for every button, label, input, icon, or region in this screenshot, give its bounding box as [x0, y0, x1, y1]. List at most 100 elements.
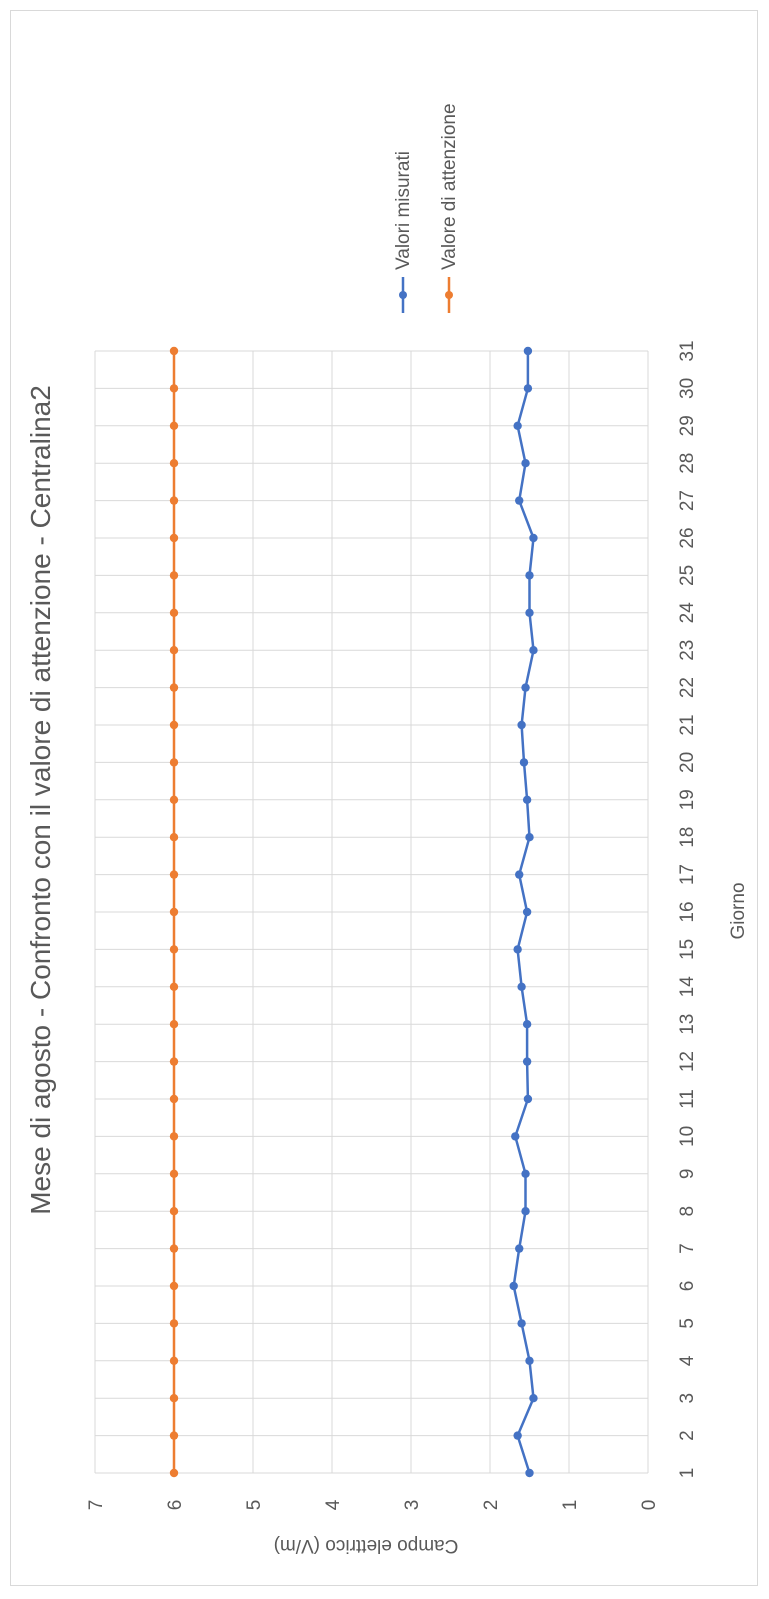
series-0-point: [525, 608, 534, 617]
series-1-point: [169, 533, 179, 543]
series-group: [169, 346, 538, 1478]
series-0-point: [529, 533, 538, 543]
series-1-point: [169, 1094, 179, 1104]
series-1-point: [169, 907, 179, 917]
series-0-point: [517, 720, 526, 730]
series-1-point: [169, 1169, 179, 1179]
value-tick-label: 7: [86, 1500, 107, 1511]
legend-label-measured: Valori misurati: [393, 151, 414, 270]
category-tick-label: 8: [677, 1206, 698, 1217]
y-tick-labels: 0 1 2 3 4 5 6 7: [86, 1499, 660, 1510]
category-tick-label: 30: [677, 378, 698, 399]
series-0-point: [522, 1019, 532, 1029]
series-1-point: [169, 1431, 179, 1440]
series-0-point: [515, 1244, 524, 1253]
series-1-point: [169, 945, 179, 954]
category-tick-label: 7: [677, 1243, 698, 1254]
legend-item-measured: Valori misurati: [393, 151, 414, 313]
chart-title: Mese di agosto - Confronto con il valore…: [25, 385, 56, 1215]
series-1-point: [169, 1468, 179, 1478]
x-axis-title: Giorno: [728, 882, 749, 939]
series-1-point: [169, 1394, 179, 1403]
series-1-point: [169, 1207, 179, 1216]
series-1-point: [169, 421, 179, 430]
category-tick-label: 10: [677, 1126, 698, 1147]
category-tick-label: 31: [677, 340, 698, 361]
category-tick-label: 3: [677, 1393, 698, 1404]
category-tick-label: 28: [677, 453, 698, 474]
series-0-point: [525, 1356, 534, 1366]
series-0-point: [521, 459, 530, 468]
series-0-point: [517, 1319, 526, 1328]
series-0-point: [521, 1169, 530, 1179]
series-0-point: [513, 945, 522, 954]
series-0-point: [511, 1132, 520, 1141]
legend: Valori misurati Valore di attenzione: [393, 103, 460, 313]
category-tick-label: 4: [677, 1355, 698, 1366]
category-tick-label: 14: [677, 976, 698, 998]
series-1-point: [169, 1244, 179, 1253]
series-1-point: [169, 459, 179, 468]
series-0-point: [515, 870, 524, 879]
category-tick-label: 23: [677, 640, 698, 661]
series-1-point: [169, 496, 179, 505]
y-axis-title: Campo elettrico (V/m): [274, 1535, 459, 1556]
series-1-point: [169, 795, 179, 804]
series-1-point: [169, 571, 179, 580]
category-tick-label: 25: [677, 565, 698, 586]
category-tick-label: 21: [677, 714, 698, 735]
legend-item-threshold: Valore di attenzione: [439, 103, 460, 313]
value-tick-label: 2: [481, 1500, 502, 1511]
value-tick-label: 5: [244, 1500, 265, 1511]
series-0-point: [529, 646, 538, 655]
category-tick-label: 29: [677, 415, 698, 436]
series-1-point: [169, 1356, 179, 1366]
series-1-point: [169, 982, 179, 991]
series-0-point: [517, 982, 526, 991]
series-0-point: [513, 1431, 522, 1440]
series-1-point: [169, 870, 179, 879]
category-tick-label: 19: [677, 789, 698, 810]
series-0-point: [525, 1468, 534, 1478]
series-1-point: [169, 608, 179, 617]
series-0-point: [513, 421, 522, 430]
category-tick-label: 15: [677, 939, 698, 960]
series-0-point: [522, 907, 532, 917]
series-0-point: [515, 496, 524, 505]
legend-label-threshold: Valore di attenzione: [439, 103, 460, 270]
series-1-point: [169, 683, 179, 692]
category-tick-label: 18: [677, 827, 698, 848]
category-tick-label: 24: [677, 602, 698, 624]
series-1-point: [169, 1057, 179, 1066]
legend-marker-dot-measured: [399, 291, 407, 299]
category-tick-label: 20: [677, 752, 698, 773]
value-tick-label: 3: [402, 1500, 423, 1511]
category-tick-label: 17: [677, 864, 698, 885]
series-0-point: [529, 1394, 538, 1403]
category-tick-label: 5: [677, 1318, 698, 1329]
category-tick-label: 13: [677, 1014, 698, 1035]
series-0-point: [521, 1207, 530, 1216]
legend-marker-dot-threshold: [445, 291, 453, 299]
series-0-point: [525, 571, 534, 580]
series-0-point: [522, 795, 532, 804]
series-1-point: [169, 646, 179, 655]
series-0-point: [509, 1281, 518, 1291]
series-1-point: [169, 1319, 179, 1328]
category-tick-label: 11: [677, 1089, 698, 1109]
series-1-point: [169, 346, 179, 356]
category-tick-label: 22: [677, 677, 698, 698]
category-tick-label: 27: [677, 490, 698, 511]
x-tick-labels: 1234567891011121314151617181920212223242…: [677, 340, 698, 1478]
series-1-point: [169, 1281, 179, 1291]
series-0-point: [523, 384, 533, 393]
value-tick-label: 0: [639, 1500, 660, 1511]
series-0-point: [521, 683, 530, 692]
category-tick-label: 2: [677, 1430, 698, 1441]
value-tick-label: 4: [323, 1499, 344, 1510]
value-tick-label: 6: [165, 1500, 186, 1511]
series-1-point: [169, 833, 179, 842]
category-tick-label: 6: [677, 1281, 698, 1292]
category-tick-label: 16: [677, 901, 698, 922]
series-1-point: [169, 384, 179, 393]
